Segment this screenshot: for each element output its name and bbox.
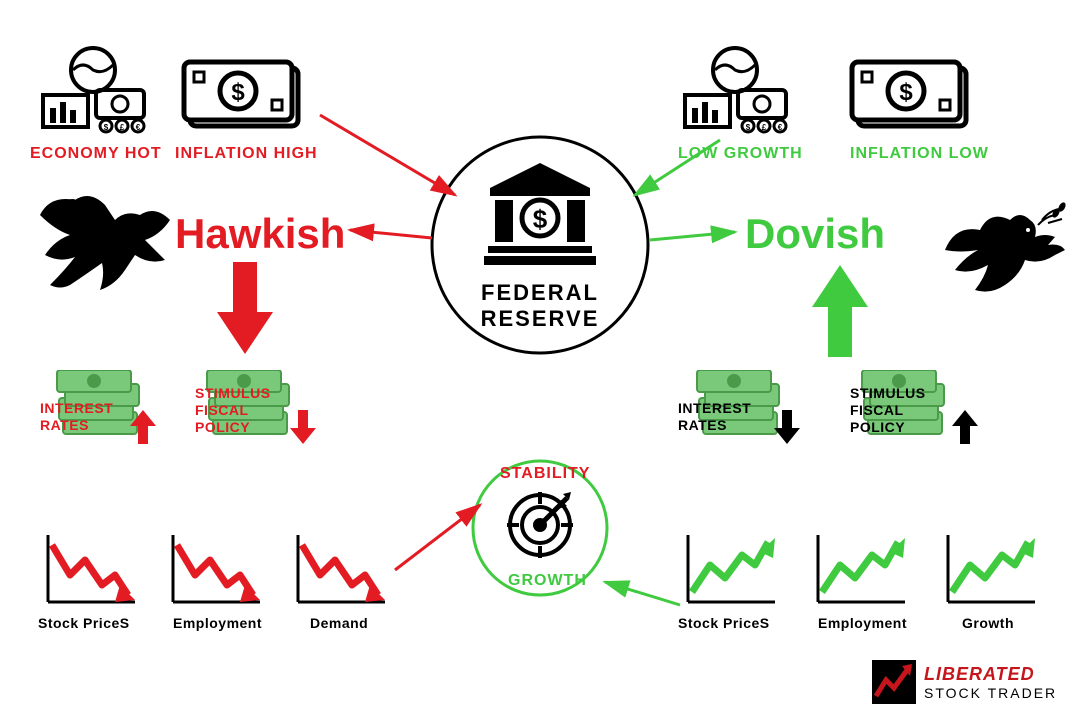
chart-up-1 xyxy=(680,530,780,615)
chart-down-2-label: Employment xyxy=(173,615,262,631)
stimulus-up-arrow-icon xyxy=(950,408,980,451)
chart-down-3 xyxy=(290,530,390,615)
chart-down-2 xyxy=(165,530,265,615)
stimulus-down-arrow-icon xyxy=(288,408,318,451)
logo: LIBERATED STOCK TRADER xyxy=(870,658,1057,706)
connector-arrows xyxy=(0,0,1080,720)
chart-up-3 xyxy=(940,530,1040,615)
stimulus-right: STIMULUS FISCAL POLICY xyxy=(850,385,926,435)
chart-down-3-label: Demand xyxy=(310,615,368,631)
chart-up-3-label: Growth xyxy=(962,615,1014,631)
interest-rates-left: INTEREST RATES xyxy=(40,400,113,434)
interest-rates-right: INTEREST RATES xyxy=(678,400,751,434)
rate-down-arrow-icon xyxy=(772,408,802,451)
chart-down-1 xyxy=(40,530,140,615)
logo-line2: STOCK TRADER xyxy=(924,685,1057,701)
chart-up-2 xyxy=(810,530,910,615)
logo-icon xyxy=(870,658,918,706)
rate-up-arrow-icon xyxy=(128,408,158,451)
stimulus-left: STIMULUS FISCAL POLICY xyxy=(195,385,271,435)
chart-down-1-label: Stock PriceS xyxy=(38,615,130,631)
chart-up-1-label: Stock PriceS xyxy=(678,615,770,631)
chart-up-2-label: Employment xyxy=(818,615,907,631)
logo-line1: LIBERATED xyxy=(924,664,1057,685)
